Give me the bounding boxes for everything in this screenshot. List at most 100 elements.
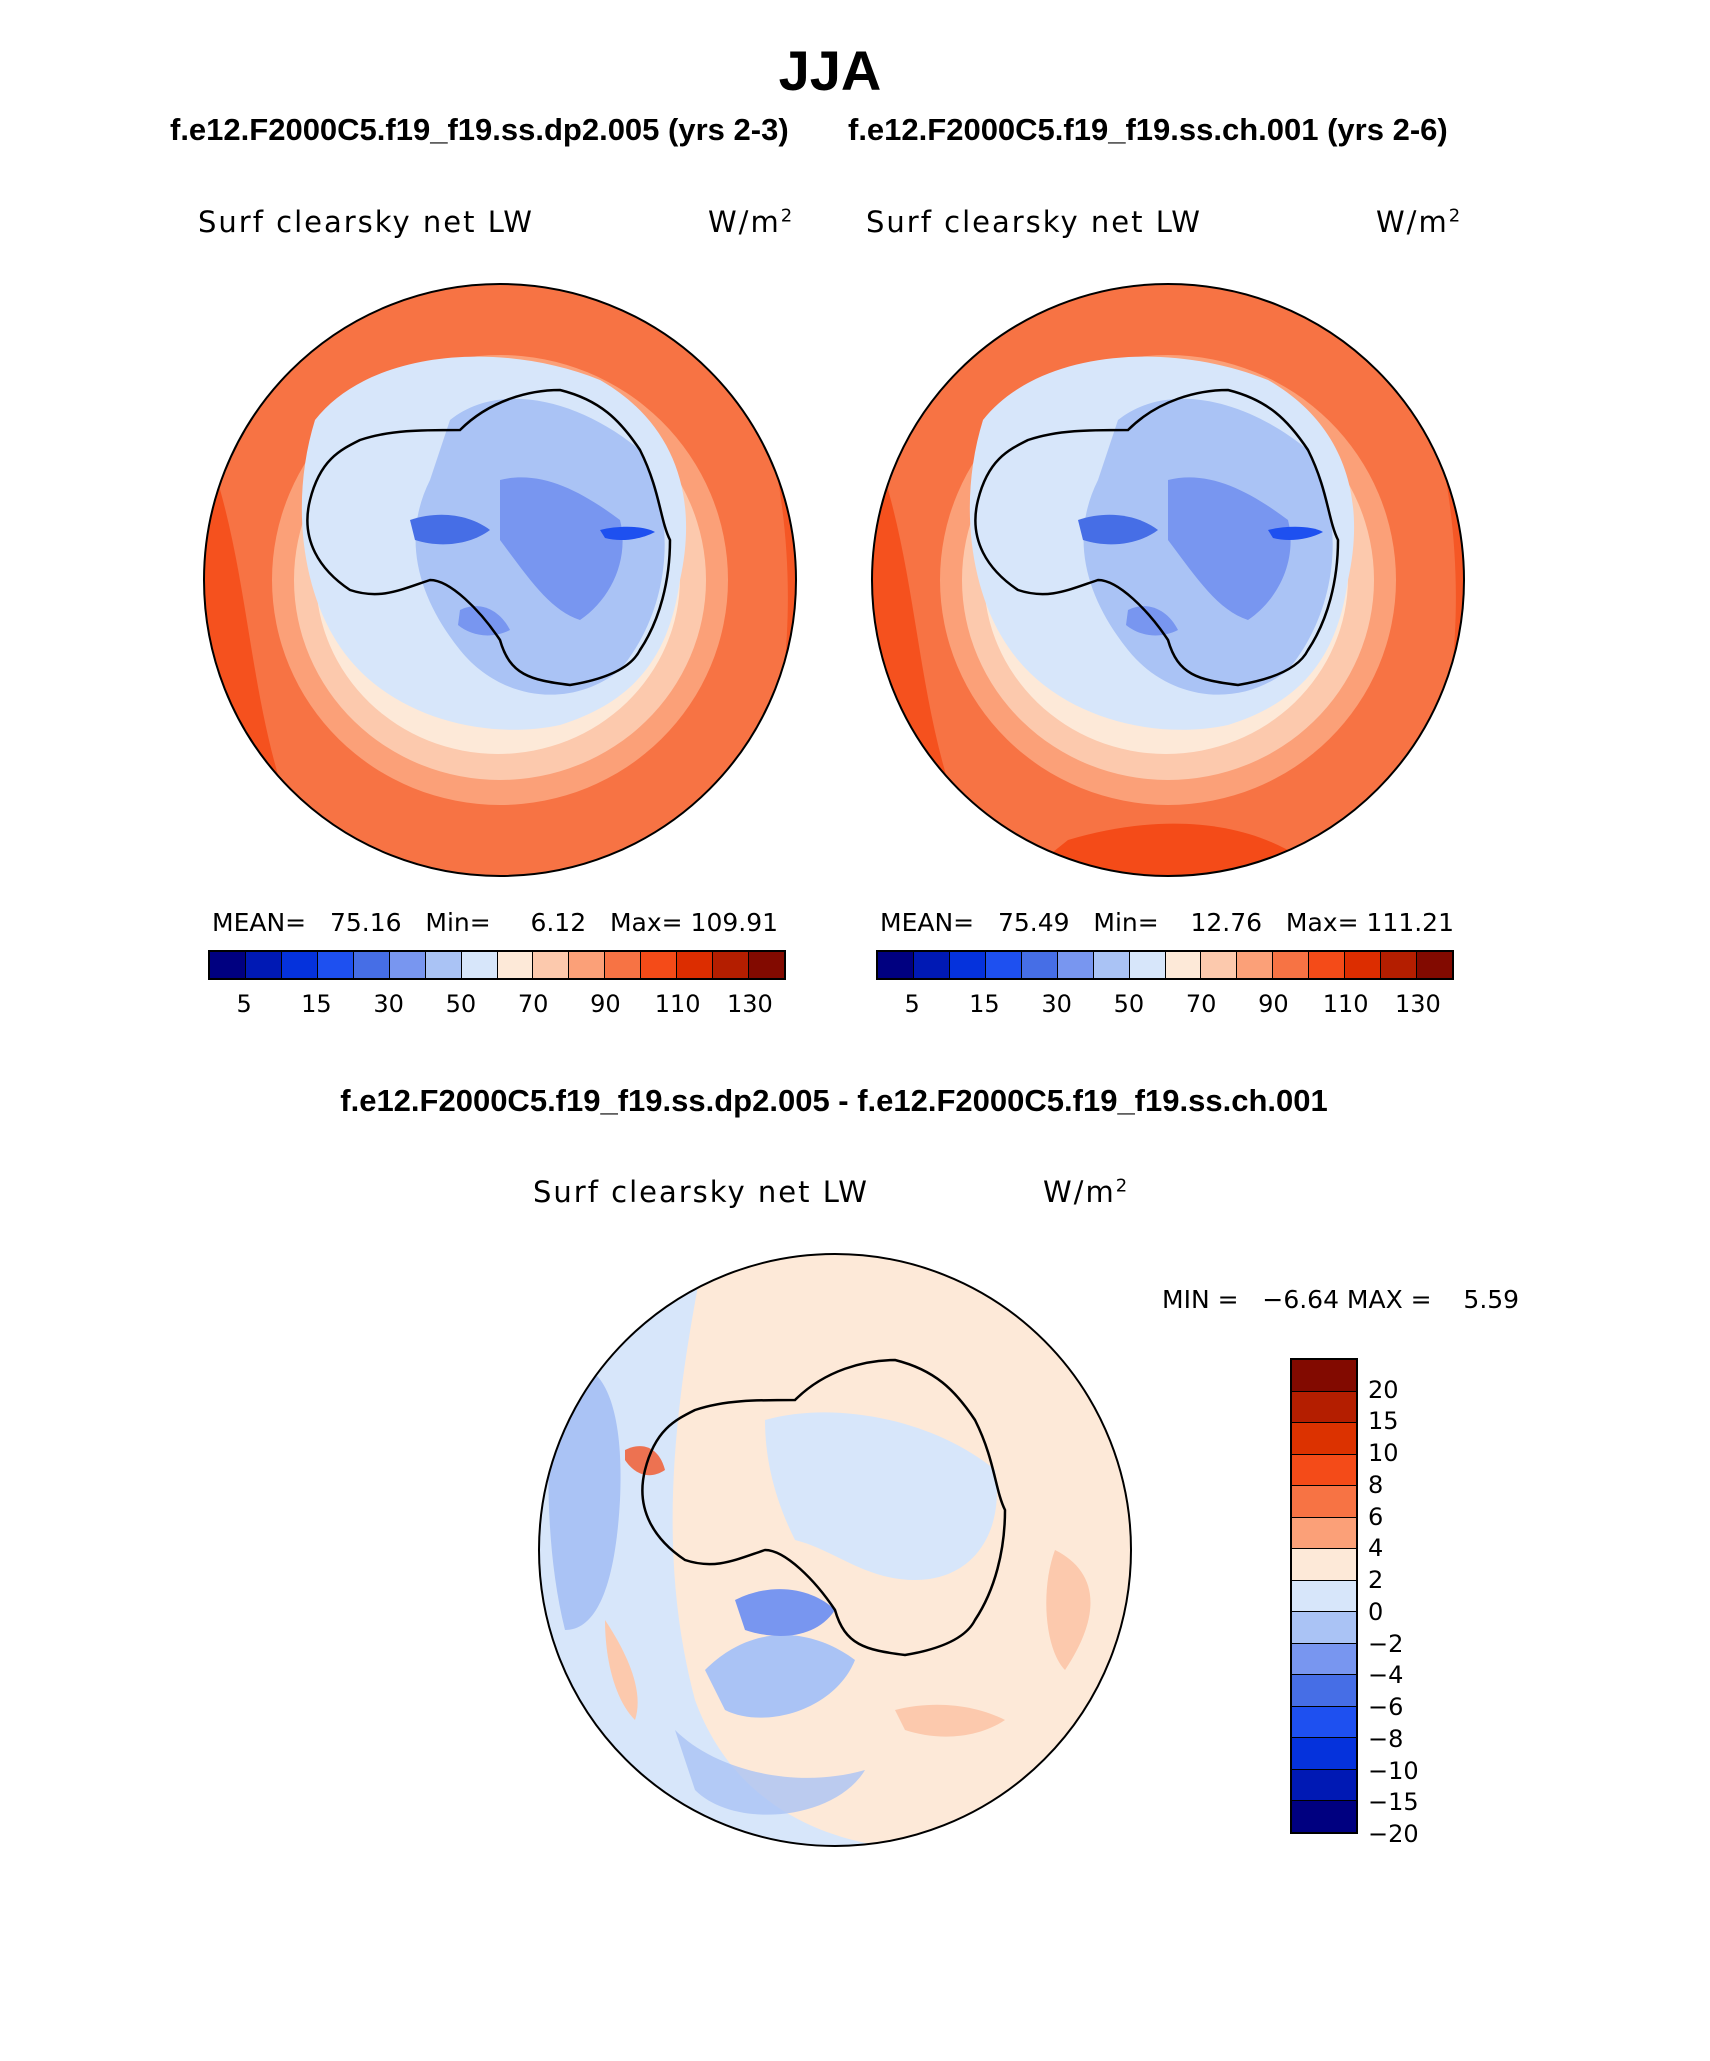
colorbar-swatch bbox=[1417, 952, 1452, 978]
colorbar-swatch bbox=[1273, 952, 1310, 978]
colorbar-swatch bbox=[985, 952, 1022, 978]
colorbar-tick-label: 15 bbox=[301, 990, 332, 1018]
colorbar-swatch bbox=[1057, 952, 1094, 978]
diff-minmax: MIN = −6.64 MAX = 5.59 bbox=[1162, 1285, 1520, 1314]
colorbar-tick-label: 6 bbox=[1368, 1502, 1384, 1531]
panel1-units-label: W/m2 bbox=[708, 205, 795, 239]
panel2-colorbar bbox=[876, 950, 1454, 980]
colorbar-swatch bbox=[389, 952, 426, 978]
colorbar-swatch bbox=[1292, 1423, 1356, 1455]
colorbar-swatch bbox=[1292, 1549, 1356, 1581]
panel1-stats: MEAN= 75.16 Min= 6.12 Max= 109.91 bbox=[212, 908, 779, 937]
colorbar-swatch bbox=[1292, 1801, 1356, 1832]
diff-polar-map bbox=[538, 1253, 1132, 1847]
colorbar-swatch bbox=[913, 952, 950, 978]
colorbar-swatch bbox=[1309, 952, 1346, 978]
colorbar-tick-label: 110 bbox=[1322, 990, 1369, 1018]
colorbar-swatch bbox=[1292, 1517, 1356, 1550]
colorbar-swatch bbox=[949, 952, 986, 978]
panel2-variable-label: Surf clearsky net LW bbox=[866, 205, 1202, 239]
colorbar-tick-label: −10 bbox=[1368, 1756, 1419, 1785]
colorbar-swatch bbox=[1093, 952, 1130, 978]
colorbar-swatch bbox=[353, 952, 390, 978]
colorbar-swatch bbox=[878, 952, 914, 978]
colorbar-tick-label: 30 bbox=[1041, 990, 1072, 1018]
colorbar-swatch bbox=[1345, 952, 1382, 978]
colorbar-swatch bbox=[1292, 1391, 1356, 1424]
colorbar-swatch bbox=[533, 952, 570, 978]
colorbar-tick-label: 15 bbox=[1368, 1407, 1399, 1436]
colorbar-tick-label: 50 bbox=[1113, 990, 1145, 1018]
colorbar-swatch bbox=[605, 952, 642, 978]
colorbar-tick-label: 130 bbox=[726, 990, 773, 1018]
colorbar-swatch bbox=[210, 952, 246, 978]
panel2-colorbar-ticks: 5 15 30 50 70 90 110 130 bbox=[876, 990, 1454, 1020]
colorbar-tick-label: −4 bbox=[1368, 1661, 1404, 1690]
colorbar-swatch bbox=[1292, 1580, 1356, 1613]
colorbar-tick-label: 70 bbox=[1185, 990, 1217, 1018]
colorbar-tick-label: 50 bbox=[445, 990, 477, 1018]
colorbar-swatch bbox=[1381, 952, 1418, 978]
colorbar-swatch bbox=[569, 952, 606, 978]
panel1-colorbar-ticks: 5 15 30 50 70 90 110 130 bbox=[208, 990, 786, 1020]
colorbar-tick-label: −2 bbox=[1368, 1629, 1404, 1658]
colorbar-swatch bbox=[1237, 952, 1274, 978]
colorbar-tick-label: −15 bbox=[1368, 1788, 1419, 1817]
colorbar-swatch bbox=[713, 952, 750, 978]
colorbar-tick-label: 5 bbox=[236, 990, 252, 1018]
colorbar-tick-label: 5 bbox=[904, 990, 920, 1018]
diff-colorbar-ticks: 20 15 10 8 6 4 2 0 −2 −4 −6 −8 −10 −15 −20 bbox=[1368, 1358, 1448, 1848]
colorbar-swatch bbox=[1201, 952, 1238, 978]
colorbar-swatch bbox=[677, 952, 714, 978]
colorbar-swatch bbox=[1292, 1643, 1356, 1676]
colorbar-tick-label: 130 bbox=[1394, 990, 1441, 1018]
colorbar-swatch bbox=[461, 952, 498, 978]
colorbar-swatch bbox=[1292, 1738, 1356, 1770]
diff-units-label: W/m2 bbox=[1043, 1175, 1130, 1209]
panel2-polar-map bbox=[871, 283, 1465, 877]
colorbar-swatch bbox=[497, 952, 534, 978]
panel1-polar-map bbox=[203, 283, 797, 877]
colorbar-tick-label: 0 bbox=[1368, 1597, 1384, 1626]
colorbar-tick-label: 90 bbox=[1258, 990, 1289, 1018]
right-case-subtitle: f.e12.F2000C5.f19_f19.ss.ch.001 (yrs 2-6… bbox=[848, 112, 1448, 147]
colorbar-swatch bbox=[1129, 952, 1166, 978]
colorbar-tick-label: −8 bbox=[1368, 1724, 1404, 1753]
colorbar-swatch bbox=[1292, 1454, 1356, 1487]
panel2-stats: MEAN= 75.49 Min= 12.76 Max= 111.21 bbox=[880, 908, 1454, 937]
figure-title: JJA bbox=[778, 39, 882, 102]
colorbar-swatch bbox=[749, 952, 784, 978]
colorbar-swatch bbox=[1292, 1486, 1356, 1518]
colorbar-tick-label: 90 bbox=[590, 990, 621, 1018]
colorbar-swatch bbox=[1292, 1612, 1356, 1644]
colorbar-swatch bbox=[425, 952, 462, 978]
colorbar-swatch bbox=[1292, 1706, 1356, 1739]
colorbar-tick-label: 8 bbox=[1368, 1470, 1384, 1499]
colorbar-swatch bbox=[317, 952, 354, 978]
colorbar-tick-label: 15 bbox=[969, 990, 1000, 1018]
colorbar-tick-label: 10 bbox=[1368, 1439, 1399, 1468]
colorbar-swatch bbox=[281, 952, 318, 978]
colorbar-swatch bbox=[1292, 1769, 1356, 1802]
diff-colorbar bbox=[1290, 1358, 1358, 1834]
colorbar-tick-label: 30 bbox=[373, 990, 404, 1018]
colorbar-tick-label: 2 bbox=[1368, 1566, 1384, 1595]
colorbar-swatch bbox=[1021, 952, 1058, 978]
colorbar-tick-label: −6 bbox=[1368, 1693, 1404, 1722]
colorbar-swatch bbox=[245, 952, 282, 978]
colorbar-tick-label: 110 bbox=[654, 990, 701, 1018]
colorbar-tick-label: −20 bbox=[1368, 1820, 1419, 1848]
colorbar-swatch bbox=[641, 952, 678, 978]
diff-variable-label: Surf clearsky net LW bbox=[533, 1175, 869, 1209]
colorbar-swatch bbox=[1165, 952, 1202, 978]
colorbar-swatch bbox=[1292, 1360, 1356, 1392]
panel2-units-label: W/m2 bbox=[1376, 205, 1463, 239]
colorbar-tick-label: 70 bbox=[517, 990, 549, 1018]
colorbar-tick-label: 4 bbox=[1368, 1534, 1384, 1563]
colorbar-tick-label: 20 bbox=[1368, 1375, 1399, 1404]
difference-title: f.e12.F2000C5.f19_f19.ss.dp2.005 - f.e12… bbox=[340, 1083, 1328, 1118]
colorbar-swatch bbox=[1292, 1675, 1356, 1707]
left-case-subtitle: f.e12.F2000C5.f19_f19.ss.dp2.005 (yrs 2-… bbox=[170, 112, 789, 147]
panel1-colorbar bbox=[208, 950, 786, 980]
panel1-variable-label: Surf clearsky net LW bbox=[198, 205, 534, 239]
